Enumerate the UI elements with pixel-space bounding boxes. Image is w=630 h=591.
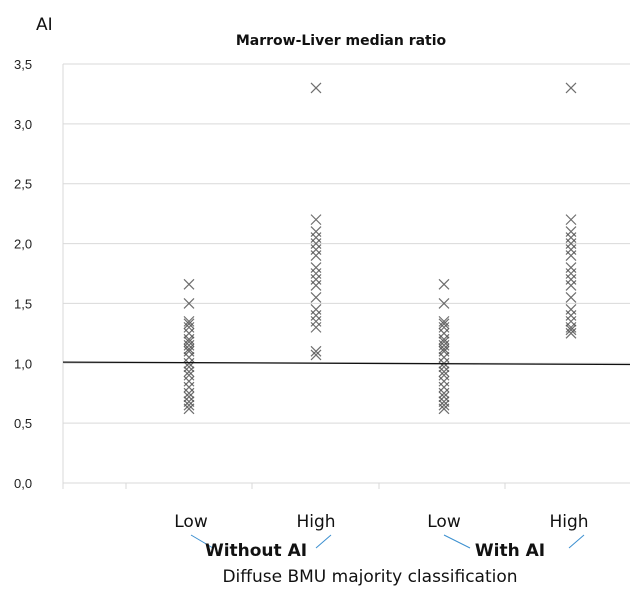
scatter-point: [310, 280, 322, 291]
category-label-high-without-ai: High: [296, 512, 335, 532]
scatter-point: [438, 391, 450, 403]
y-tick-label: 2,5: [14, 177, 32, 192]
scatter-point: [310, 244, 322, 255]
scatter-point: [310, 303, 322, 315]
scatter-point: [183, 278, 195, 290]
scatter-point: [565, 292, 577, 303]
scatter-point: [565, 327, 577, 339]
scatter-point: [310, 309, 322, 321]
scatter-point: [310, 292, 322, 303]
scatter-point: [438, 387, 450, 399]
scatter-point: [183, 318, 195, 330]
scatter-point: [183, 381, 195, 393]
scatter-point: [183, 403, 195, 415]
scatter-point: [565, 82, 577, 94]
scatter-point: [565, 226, 577, 238]
scatter-point: [183, 343, 195, 355]
scatter-point: [183, 345, 195, 357]
scatter-point: [438, 345, 450, 357]
label-connector: [315, 534, 332, 549]
scatter-point: [565, 309, 577, 321]
scatter-point: [183, 315, 195, 327]
scatter-point: [183, 361, 195, 373]
scatter-point: [183, 357, 195, 369]
category-label-low-without-ai: Low: [174, 512, 208, 532]
scatter-point: [310, 226, 322, 238]
scatter-point: [310, 250, 322, 261]
scatter-point: [310, 349, 322, 361]
scatter-point: [438, 351, 450, 363]
scatter-point: [310, 262, 322, 273]
scatter-point: [438, 315, 450, 327]
scatter-point: [565, 321, 577, 333]
x-axis-label: Diffuse BMU majority classification: [222, 567, 517, 587]
scatter-point: [565, 274, 577, 285]
y-axis-label: AI: [36, 15, 53, 35]
scatter-point: [438, 403, 450, 415]
y-axis-ticks: 0,0 0,5 1,0 1,5 2,0 2,5 3,0 3,5: [14, 57, 32, 491]
scatter-point: [438, 343, 450, 355]
scatter-point: [183, 333, 195, 345]
scatter-point: [565, 268, 577, 279]
y-tick-label: 3,0: [14, 117, 32, 132]
group-label-with-ai: With AI: [475, 541, 545, 561]
scatter-point: [310, 214, 322, 226]
scatter-point: [310, 274, 322, 285]
scatter-point: [183, 399, 195, 411]
scatter-point: [565, 214, 577, 226]
scatter-point: [438, 318, 450, 330]
scatter-point: [183, 351, 195, 363]
gridlines: [63, 63, 630, 484]
scatter-point: [565, 315, 577, 327]
group-label-without-ai: Without AI: [205, 541, 307, 561]
reference-line: [62, 361, 630, 366]
scatter-point: [438, 375, 450, 387]
scatter-point: [310, 232, 322, 244]
scatter-point: [310, 82, 322, 94]
scatter-point: [183, 391, 195, 403]
scatter-point: [438, 366, 450, 378]
scatter-point: [565, 303, 577, 315]
y-tick-label: 0,5: [14, 416, 32, 431]
scatter-point: [183, 366, 195, 378]
scatter-point: [438, 399, 450, 411]
label-connector: [443, 534, 471, 549]
chart-title: Marrow-Liver median ratio: [236, 33, 447, 49]
scatter-point: [438, 333, 450, 345]
y-tick-label: 0,0: [14, 476, 32, 491]
category-label-high-with-ai: High: [549, 512, 588, 532]
scatter-point: [310, 315, 322, 327]
scatter-point: [565, 244, 577, 255]
scatter-point: [183, 327, 195, 339]
y-tick-label: 2,0: [14, 237, 32, 252]
scatter-point: [183, 375, 195, 387]
scatter-point: [565, 232, 577, 244]
label-connector: [190, 534, 214, 549]
scatter-point: [565, 280, 577, 291]
scatter-point: [438, 278, 450, 290]
scatter-point: [310, 268, 322, 279]
scatter-point: [438, 327, 450, 339]
scatter-point: [183, 298, 195, 309]
y-tick-label: 1,0: [14, 356, 32, 371]
scatter-point: [310, 345, 322, 357]
category-label-low-with-ai: Low: [427, 512, 461, 532]
scatter-point: [438, 381, 450, 393]
scatter-point: [438, 298, 450, 309]
scatter-point: [310, 321, 322, 333]
y-tick-label: 1,5: [14, 296, 32, 311]
x-axis: [62, 64, 585, 549]
y-tick-label: 3,5: [14, 57, 32, 72]
scatter-point: [565, 262, 577, 273]
scatter-point: [183, 387, 195, 399]
scatter-point: [565, 250, 577, 261]
scatter-point: [565, 324, 577, 336]
label-connector: [568, 534, 585, 549]
